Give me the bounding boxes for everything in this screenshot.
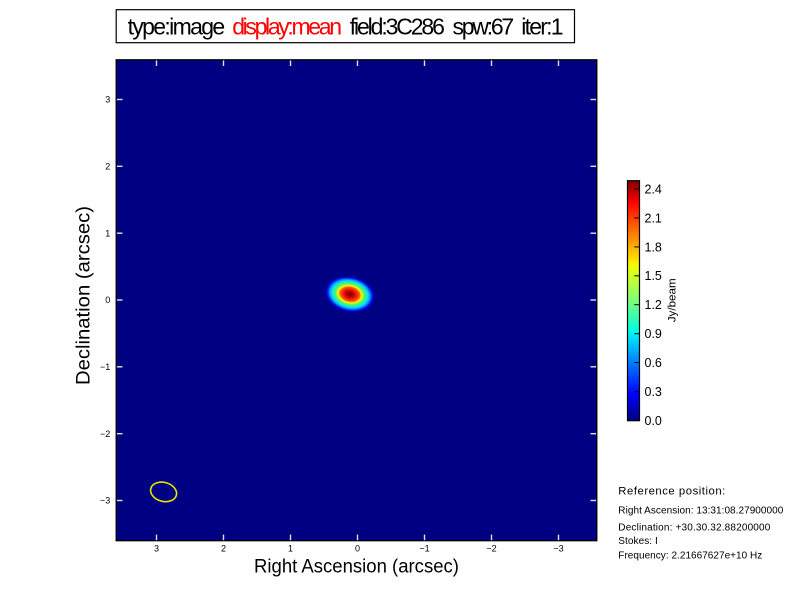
svg-text:Declination (arcsec): Declination (arcsec) (73, 206, 95, 385)
svg-text:−1: −1 (419, 544, 429, 554)
svg-text:2.4: 2.4 (645, 182, 662, 196)
svg-text:Reference position:: Reference position: (618, 485, 725, 497)
svg-text:3: 3 (105, 95, 110, 105)
svg-text:1.2: 1.2 (645, 298, 662, 312)
svg-text:1: 1 (105, 228, 110, 238)
svg-text:0: 0 (355, 544, 360, 554)
svg-text:0: 0 (105, 295, 110, 305)
svg-text:Right Ascension (arcsec): Right Ascension (arcsec) (254, 556, 459, 578)
svg-text:Declination: +30.30.32.8820000: Declination: +30.30.32.88200000 (618, 523, 770, 534)
svg-text:2: 2 (221, 544, 226, 554)
svg-text:−3: −3 (553, 544, 563, 554)
svg-text:−1: −1 (100, 362, 110, 372)
svg-text:2.1: 2.1 (645, 211, 662, 225)
svg-text:Right Ascension: 13:31:08.2790: Right Ascension: 13:31:08.27900000 (618, 505, 783, 516)
svg-text:0.6: 0.6 (645, 356, 662, 370)
svg-text:3: 3 (154, 544, 159, 554)
svg-text:Frequency: 2.21667627e+10 Hz: Frequency: 2.21667627e+10 Hz (618, 550, 762, 561)
svg-text:Stokes: I: Stokes: I (618, 536, 658, 547)
svg-text:1.8: 1.8 (645, 240, 662, 254)
svg-text:0.3: 0.3 (645, 385, 662, 399)
svg-text:1.5: 1.5 (645, 269, 662, 283)
svg-text:−3: −3 (100, 496, 110, 506)
svg-text:−2: −2 (100, 429, 110, 439)
svg-text:0.9: 0.9 (645, 327, 662, 341)
svg-text:2: 2 (105, 162, 110, 172)
svg-text:−2: −2 (486, 544, 496, 554)
svg-text:Jy/beam: Jy/beam (667, 278, 679, 322)
svg-text:0.0: 0.0 (645, 414, 662, 428)
svg-text:1: 1 (288, 544, 293, 554)
